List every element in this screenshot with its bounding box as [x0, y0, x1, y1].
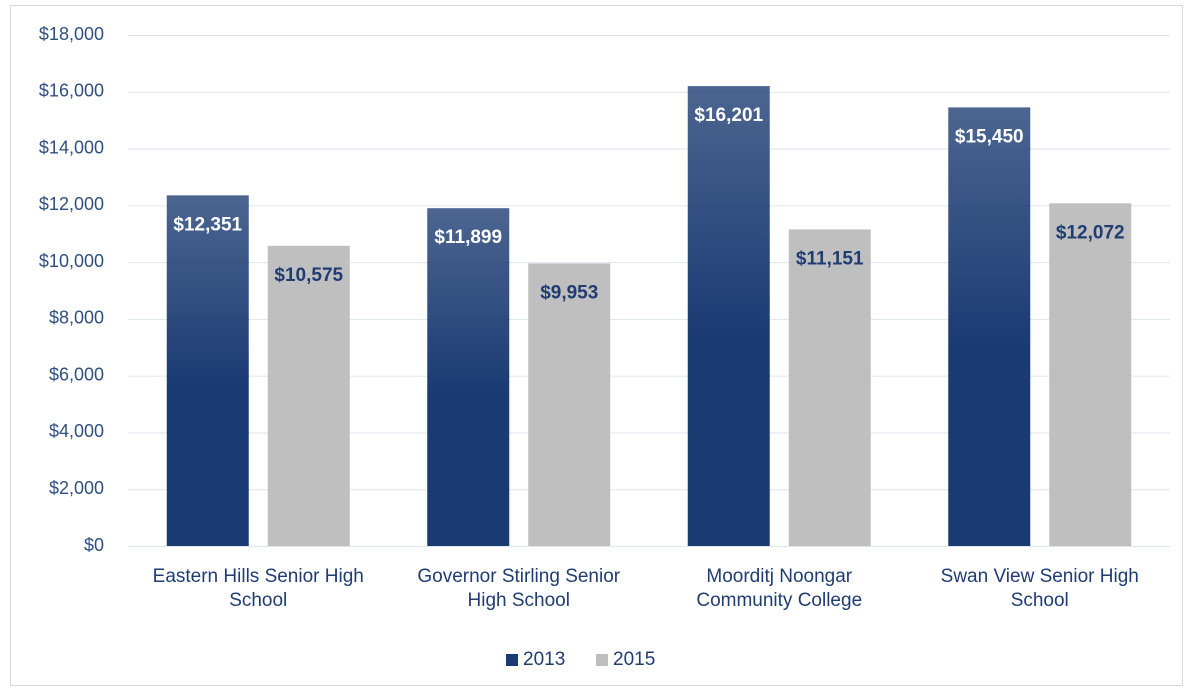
bar	[166, 195, 249, 546]
y-tick-label: $16,000	[39, 81, 104, 101]
bar	[948, 107, 1031, 547]
bar	[687, 86, 770, 547]
y-tick-label: $0	[84, 535, 104, 555]
legend-label: 2013	[523, 649, 565, 670]
value-label: $10,575	[274, 265, 343, 286]
value-label: $12,351	[173, 214, 242, 235]
x-tick-label: Moorditj Noongar Community College	[696, 566, 863, 611]
y-tick-label: $4,000	[49, 421, 104, 441]
x-tick-label: Swan View Senior High School	[940, 566, 1139, 611]
legend-swatch	[596, 654, 608, 666]
legend-label: 2015	[613, 649, 655, 670]
value-label: $12,072	[1056, 222, 1125, 243]
x-tick-label: Eastern Hills Senior High School	[152, 566, 364, 611]
y-tick-label: $14,000	[39, 137, 104, 157]
value-label: $11,151	[796, 248, 864, 269]
value-label: $11,899	[434, 227, 502, 248]
bar	[1049, 203, 1132, 546]
y-tick-label: $10,000	[39, 251, 104, 271]
y-tick-label: $18,000	[39, 24, 104, 44]
value-label: $15,450	[955, 126, 1024, 147]
y-tick-label: $12,000	[39, 194, 104, 214]
legend-swatch	[506, 654, 518, 666]
bar	[267, 245, 350, 546]
y-tick-label: $2,000	[49, 478, 104, 498]
bar	[427, 208, 510, 546]
y-tick-label: $8,000	[49, 308, 104, 328]
bar	[528, 263, 611, 546]
value-label: $9,953	[540, 282, 598, 303]
chart-border	[10, 5, 1183, 686]
x-tick-label: Governor Stirling Senior High School	[417, 566, 621, 611]
y-tick-label: $6,000	[49, 364, 104, 384]
value-label: $16,201	[694, 105, 763, 126]
bar	[788, 229, 871, 547]
